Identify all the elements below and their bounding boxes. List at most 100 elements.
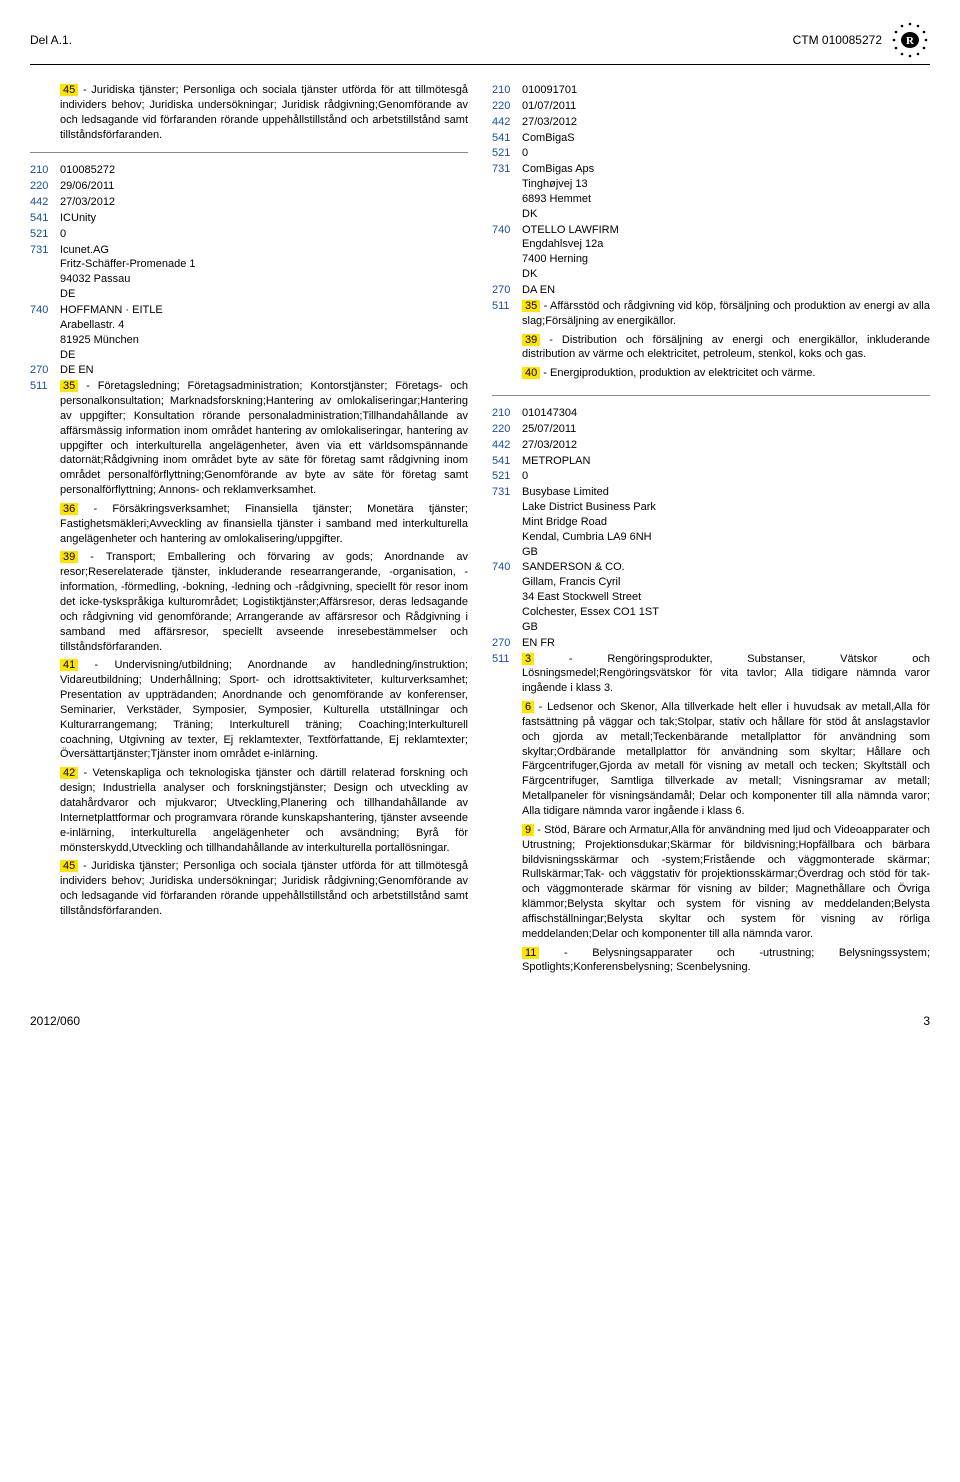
content-columns: 45 - Juridiska tjänster; Personliga och …	[30, 83, 930, 983]
class-entry: 9 - Stöd, Bärare och Armatur,Alla för an…	[522, 823, 930, 942]
class-text: - Juridiska tjänster; Personliga och soc…	[60, 860, 468, 917]
field-code: 442	[492, 115, 522, 130]
field-code: 521	[492, 146, 522, 161]
field-row: 210010091701	[492, 83, 930, 98]
field-code: 220	[30, 179, 60, 194]
class-text: - Vetenskapliga och teknologiska tjänste…	[60, 767, 468, 853]
class-entry: 35 - Affärsstöd och rådgivning vid köp, …	[522, 299, 930, 329]
class-text: - Transport; Emballering och förvaring a…	[60, 551, 468, 652]
field-value: SANDERSON & CO.Gillam, Francis Cyril34 E…	[522, 560, 930, 634]
field-code: 270	[492, 283, 522, 298]
class-number: 36	[60, 503, 78, 515]
field-row: 210010085272	[30, 163, 468, 178]
field-code: 511	[30, 379, 60, 923]
field-value: ICUnity	[60, 211, 468, 226]
field-code: 210	[492, 83, 522, 98]
address-line: 81925 München	[60, 333, 468, 348]
class-entry: 39 - Distribution och försäljning av ene…	[522, 333, 930, 363]
class-number: 39	[60, 551, 78, 563]
footer-right: 3	[923, 1013, 930, 1029]
class-entry: 11 - Belysningsapparater och -utrustning…	[522, 946, 930, 976]
field-740: 740 OTELLO LAWFIRMEngdahlsvej 12a7400 He…	[492, 223, 930, 282]
class-entry: 35 - Företagsledning; Företagsadministra…	[60, 379, 468, 498]
field-code: 740	[492, 560, 522, 634]
class-text: - Försäkringsverksamhet; Finansiella tjä…	[60, 503, 468, 545]
address-line: DK	[522, 267, 930, 282]
class-text: - Rengöringsprodukter, Substanser, Vätsk…	[522, 653, 930, 695]
field-511: 511 35 - Affärsstöd och rådgivning vid k…	[492, 299, 930, 385]
field-740: 740 SANDERSON & CO.Gillam, Francis Cyril…	[492, 560, 930, 634]
class-number: 35	[522, 300, 540, 312]
class-text: - Undervisning/utbildning; Anordnande av…	[60, 659, 468, 760]
address-line: Tinghøjvej 13	[522, 177, 930, 192]
address-line: SANDERSON & CO.	[522, 560, 930, 575]
field-value: 29/06/2011	[60, 179, 468, 194]
address-line: DK	[522, 207, 930, 222]
field-value: Icunet.AGFritz-Schäffer-Promenade 194032…	[60, 243, 468, 302]
field-270: 270 EN FR	[492, 636, 930, 651]
address-line: Mint Bridge Road	[522, 515, 930, 530]
address-line: 7400 Herning	[522, 252, 930, 267]
field-value: HOFFMANN · EITLEArabellastr. 481925 Münc…	[60, 303, 468, 362]
address-line: Gillam, Francis Cyril	[522, 575, 930, 590]
address-line: Lake District Business Park	[522, 500, 930, 515]
address-line: ComBigas Aps	[522, 162, 930, 177]
field-code: 511	[492, 652, 522, 980]
class-number: 11	[522, 947, 539, 959]
field-row: 22025/07/2011	[492, 422, 930, 437]
class-text: - Stöd, Bärare och Armatur,Alla för anvä…	[522, 824, 930, 940]
field-row: 44227/03/2012	[492, 115, 930, 130]
class-entry: 42 - Vetenskapliga och teknologiska tjän…	[60, 766, 468, 855]
field-code: 270	[492, 636, 522, 651]
field-code: 740	[492, 223, 522, 282]
class-entry: 39 - Transport; Emballering och förvarin…	[60, 550, 468, 654]
address-line: Icunet.AG	[60, 243, 468, 258]
field-value: 01/07/2011	[522, 99, 930, 114]
field-row: 22001/07/2011	[492, 99, 930, 114]
field-value: 0	[60, 227, 468, 242]
class-number: 39	[522, 334, 540, 346]
field-code: 442	[492, 438, 522, 453]
class-number: 40	[522, 367, 540, 379]
field-731: 731 Icunet.AGFritz-Schäffer-Promenade 19…	[30, 243, 468, 302]
class-text: - Belysningsapparater och -utrustning; B…	[522, 947, 930, 974]
header-ctm: CTM 010085272	[793, 32, 882, 48]
class-number: 9	[522, 824, 534, 836]
field-row: 5210	[492, 146, 930, 161]
field-value: 27/03/2012	[522, 115, 930, 130]
class-entry: 3 - Rengöringsprodukter, Substanser, Vät…	[522, 652, 930, 697]
field-value: 010085272	[60, 163, 468, 178]
field-code: 220	[492, 99, 522, 114]
field-value: 35 - Affärsstöd och rådgivning vid köp, …	[522, 299, 930, 385]
field-270: 270 DA EN	[492, 283, 930, 298]
field-row: 5210	[30, 227, 468, 242]
field-511: 511 35 - Företagsledning; Företagsadmini…	[30, 379, 468, 923]
class-number: 6	[522, 701, 534, 713]
field-code: 731	[30, 243, 60, 302]
field-270: 270 DE EN	[30, 363, 468, 378]
address-line: 94032 Passau	[60, 272, 468, 287]
class-text: - Juridiska tjänster; Personliga och soc…	[60, 84, 468, 141]
field-value: 0	[522, 146, 930, 161]
address-line: Kendal, Cumbria LA9 6NH	[522, 530, 930, 545]
field-code: 731	[492, 162, 522, 221]
field-code: 731	[492, 485, 522, 559]
class-entry: 36 - Försäkringsverksamhet; Finansiella …	[60, 502, 468, 547]
field-code: 541	[492, 454, 522, 469]
separator	[492, 395, 930, 396]
field-row: 541ICUnity	[30, 211, 468, 226]
address-line: 34 East Stockwell Street	[522, 590, 930, 605]
class-text: - Energiproduktion, produktion av elektr…	[540, 367, 815, 379]
field-code: 541	[492, 131, 522, 146]
class-entry: 6 - Ledsenor och Skenor, Alla tillverkad…	[522, 700, 930, 819]
class-text: - Distribution och försäljning av energi…	[522, 334, 930, 361]
field-value: DE EN	[60, 363, 468, 378]
field-code: 541	[30, 211, 60, 226]
field-value: 35 - Företagsledning; Företagsadministra…	[60, 379, 468, 923]
trademark-record: 21001008527222029/06/201144227/03/201254…	[30, 163, 468, 922]
trademark-record: 21001014730422025/07/201144227/03/201254…	[492, 406, 930, 979]
right-column: 21001009170122001/07/201144227/03/201254…	[492, 83, 930, 983]
field-731: 731 Busybase LimitedLake District Busine…	[492, 485, 930, 559]
class-number: 35	[60, 380, 78, 392]
address-line: Busybase Limited	[522, 485, 930, 500]
